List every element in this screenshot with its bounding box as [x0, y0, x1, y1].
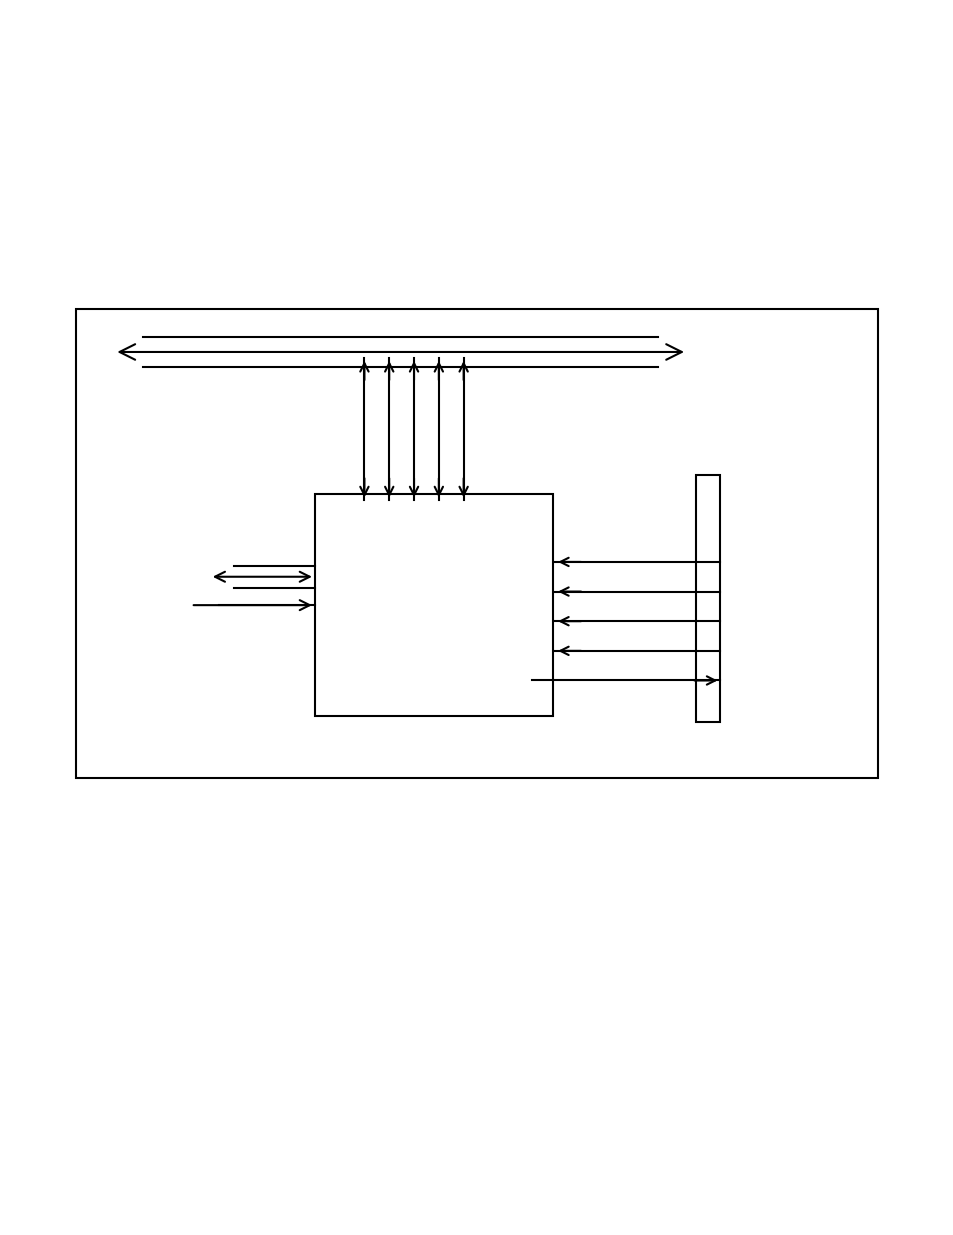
- Bar: [696, 475, 720, 722]
- FancyArrowPatch shape: [119, 345, 681, 359]
- Bar: [314, 494, 553, 716]
- Bar: [76, 309, 877, 778]
